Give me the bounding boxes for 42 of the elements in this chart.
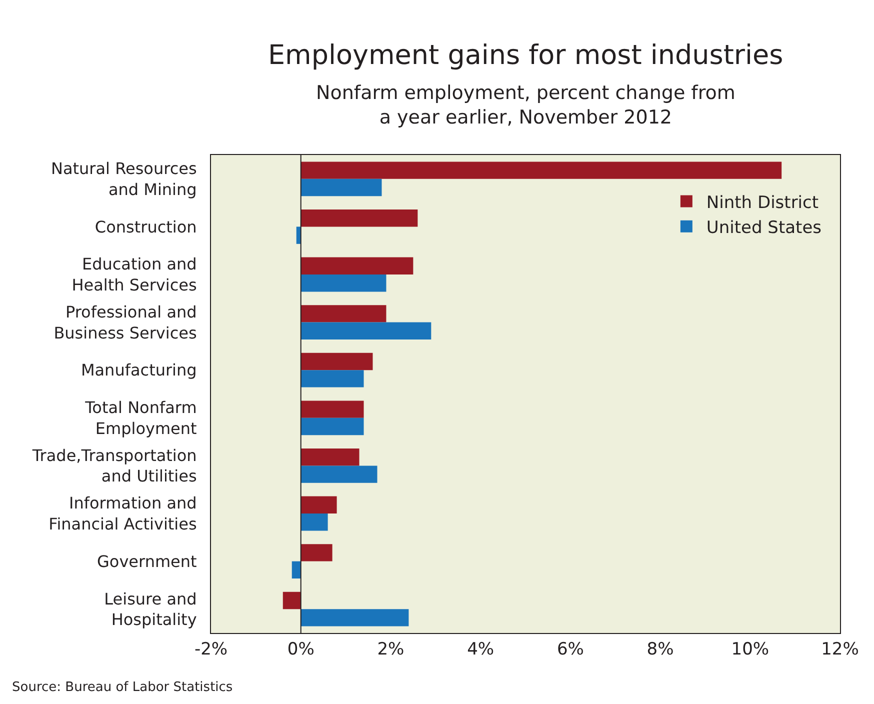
y-tick-label: Government (97, 552, 197, 571)
bar (300, 370, 364, 388)
bar (300, 514, 328, 531)
bar (300, 418, 364, 436)
y-tick-label: Trade,Transportation and Utilities (31, 446, 197, 486)
x-tick-label: 2% (377, 639, 404, 660)
y-tick-label: Manufacturing (80, 360, 197, 380)
y-tick-label: Construction (94, 217, 197, 236)
bar (300, 496, 337, 514)
x-tick-label: -2% (194, 639, 228, 660)
x-tick-label: 0% (287, 639, 314, 660)
legend-label: Ninth District (706, 192, 819, 213)
bar (300, 322, 432, 340)
bar (300, 544, 332, 562)
y-tick-label: Leisure and Hospitality (104, 589, 197, 630)
bar (300, 400, 364, 418)
chart-subtitle: Nonfarm employment, percent change from a year earlier, November 2012 (316, 82, 736, 129)
bar (300, 305, 386, 322)
bar (300, 448, 360, 466)
x-tick-label: 6% (556, 639, 584, 660)
bar (300, 466, 378, 483)
x-tick-label: 12% (821, 639, 859, 660)
y-tick-label: Information and Financial Activities (48, 494, 197, 534)
x-tick-label: 8% (646, 639, 674, 660)
y-tick-label: Professional and Business Services (54, 302, 197, 342)
y-tick-label: Education and Health Services (72, 254, 197, 294)
bar (300, 257, 414, 274)
legend-label: United States (706, 218, 822, 238)
bar (292, 561, 301, 579)
y-tick-label: Natural Resources and Mining (50, 159, 197, 199)
bar (300, 178, 382, 196)
bar (282, 592, 301, 610)
bar (300, 209, 418, 227)
bar (300, 274, 386, 292)
chart-title: Employment gains for most industries (268, 40, 784, 71)
bar (300, 352, 373, 370)
source-note: Source: Bureau of Labor Statistics (12, 680, 233, 695)
x-tick-label: 4% (467, 639, 494, 660)
y-tick-label: Total Nonfarm Employment (84, 398, 197, 438)
bar (300, 162, 782, 179)
bar (300, 609, 409, 626)
x-tick-label: 10% (731, 639, 770, 660)
